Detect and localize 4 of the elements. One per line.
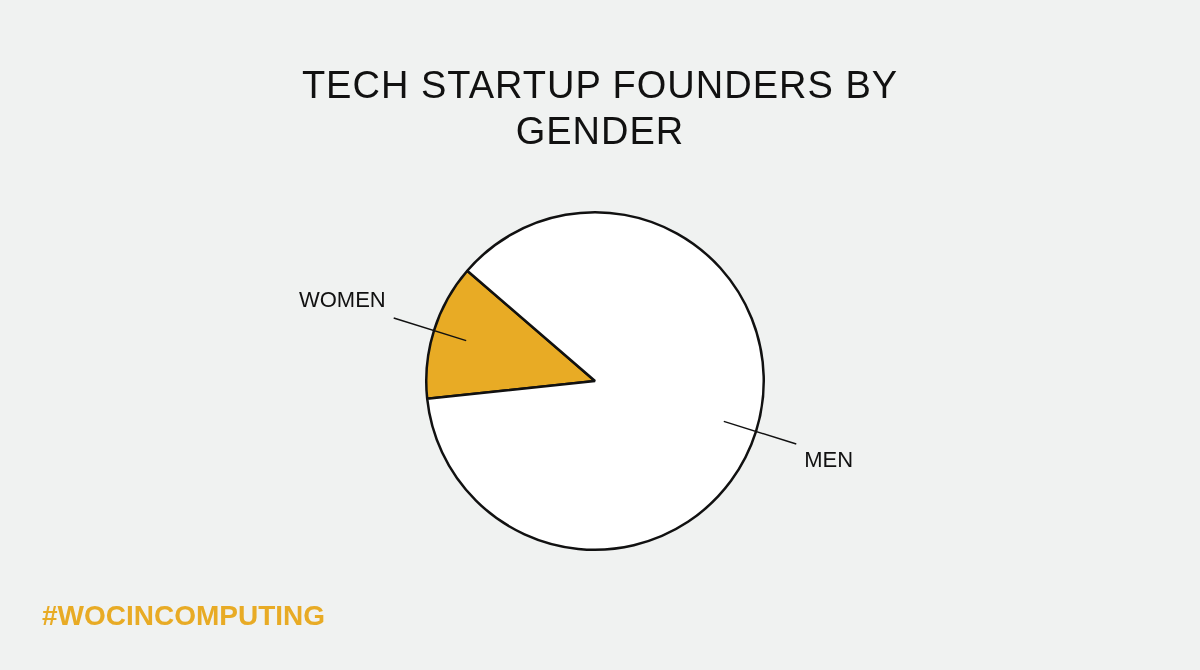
slice-label: MEN (804, 447, 854, 473)
text: #WOCINCOMPUTING (42, 600, 326, 632)
slice-label: WOMEN (298, 286, 386, 312)
chart-title: TECH STARTUP FOUNDERS BY GENDER (300, 63, 900, 154)
